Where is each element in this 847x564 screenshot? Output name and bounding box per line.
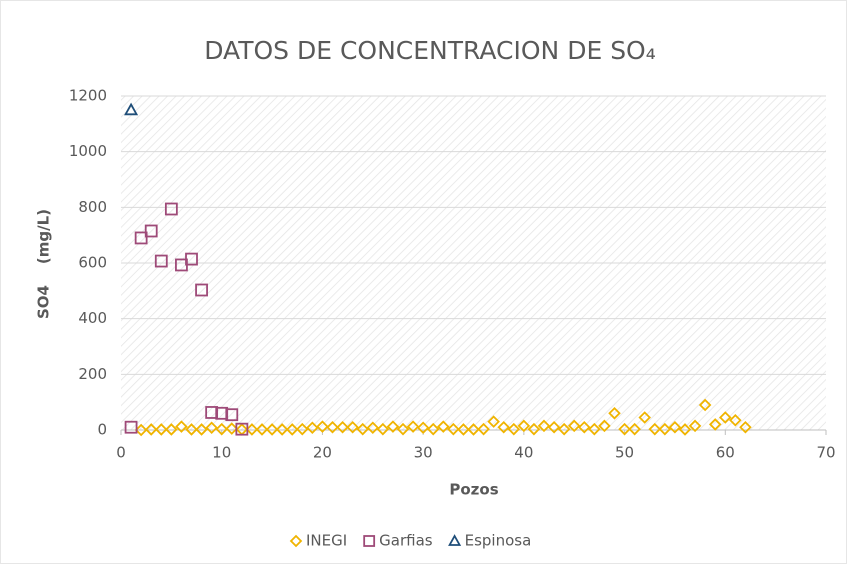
x-tick-label: 10 (212, 444, 231, 462)
marker (467, 423, 480, 436)
marker (447, 422, 460, 436)
marker (346, 420, 359, 434)
y-tick-label: 200 (78, 365, 107, 383)
legend-marker (289, 534, 303, 548)
marker (719, 411, 732, 424)
marker (285, 423, 299, 436)
y-tick-label: 1200 (69, 87, 107, 105)
marker (567, 419, 581, 433)
marker (265, 423, 279, 436)
x-tick-label: 60 (716, 444, 735, 462)
x-tick-label: 0 (116, 444, 126, 462)
marker (306, 421, 319, 435)
marker (638, 411, 651, 424)
chart-title: DATOS DE CONCENTRACION DE SO₄ (204, 36, 656, 65)
x-tick-label: 20 (313, 444, 332, 462)
marker (255, 423, 269, 436)
marker (497, 420, 510, 434)
legend-marker (448, 534, 462, 546)
x-tick-label: 30 (414, 444, 433, 462)
marker (205, 421, 218, 435)
marker (477, 422, 490, 436)
marker (628, 422, 641, 436)
marker (165, 423, 178, 436)
marker (164, 202, 178, 216)
legend-label: INEGI (306, 532, 347, 550)
marker (366, 421, 380, 435)
marker (698, 398, 712, 412)
marker (205, 406, 219, 419)
marker (215, 406, 229, 420)
marker (396, 422, 410, 436)
marker (437, 420, 450, 433)
marker (386, 420, 400, 433)
marker (185, 252, 198, 266)
marker (406, 420, 420, 433)
marker (457, 423, 470, 436)
marker (124, 420, 138, 434)
marker (144, 423, 158, 436)
marker (185, 423, 198, 436)
marker (416, 421, 430, 435)
x-tick-label: 50 (615, 444, 634, 462)
marker (225, 408, 239, 422)
marker (154, 254, 168, 268)
x-tick-label: 70 (816, 444, 835, 462)
marker (124, 102, 139, 116)
marker (376, 422, 390, 436)
marker (155, 423, 168, 436)
y-tick-label: 400 (78, 309, 107, 327)
marker (517, 419, 531, 433)
marker (235, 422, 249, 436)
legend-label: Espinosa (465, 532, 532, 550)
marker (547, 420, 561, 434)
y-tick-label: 1000 (69, 142, 107, 160)
marker (739, 420, 752, 434)
legend-label: Garfias (379, 532, 433, 550)
marker (678, 423, 692, 436)
marker (144, 224, 158, 238)
y-tick-label: 600 (78, 254, 107, 272)
marker (134, 231, 148, 245)
marker (527, 422, 541, 436)
marker (668, 420, 682, 434)
marker (326, 420, 339, 434)
marker (729, 413, 742, 427)
marker (225, 422, 239, 435)
marker (215, 422, 228, 436)
legend-marker (363, 535, 376, 547)
marker (598, 419, 611, 433)
marker (608, 407, 621, 420)
x-axis-label: Pozos (449, 481, 498, 499)
marker (648, 422, 662, 436)
marker (245, 423, 259, 436)
marker (487, 415, 500, 428)
marker (336, 420, 349, 434)
marker (275, 423, 289, 436)
marker (588, 422, 601, 436)
marker (708, 418, 722, 431)
marker (316, 420, 329, 433)
y-axis-label: SO4 (mg/L) (35, 209, 53, 319)
marker (356, 422, 369, 436)
marker (195, 283, 208, 297)
y-tick-label: 0 (97, 421, 107, 439)
marker (537, 419, 551, 433)
marker (618, 422, 631, 436)
marker (688, 419, 702, 433)
marker (578, 420, 591, 434)
marker (296, 422, 309, 436)
marker (507, 422, 521, 436)
marker (195, 423, 208, 436)
marker (426, 422, 440, 436)
x-tick-label: 40 (514, 444, 533, 462)
y-tick-label: 800 (78, 198, 107, 216)
marker (658, 422, 672, 436)
marker (175, 420, 188, 433)
marker (557, 422, 571, 436)
marker (134, 423, 148, 437)
